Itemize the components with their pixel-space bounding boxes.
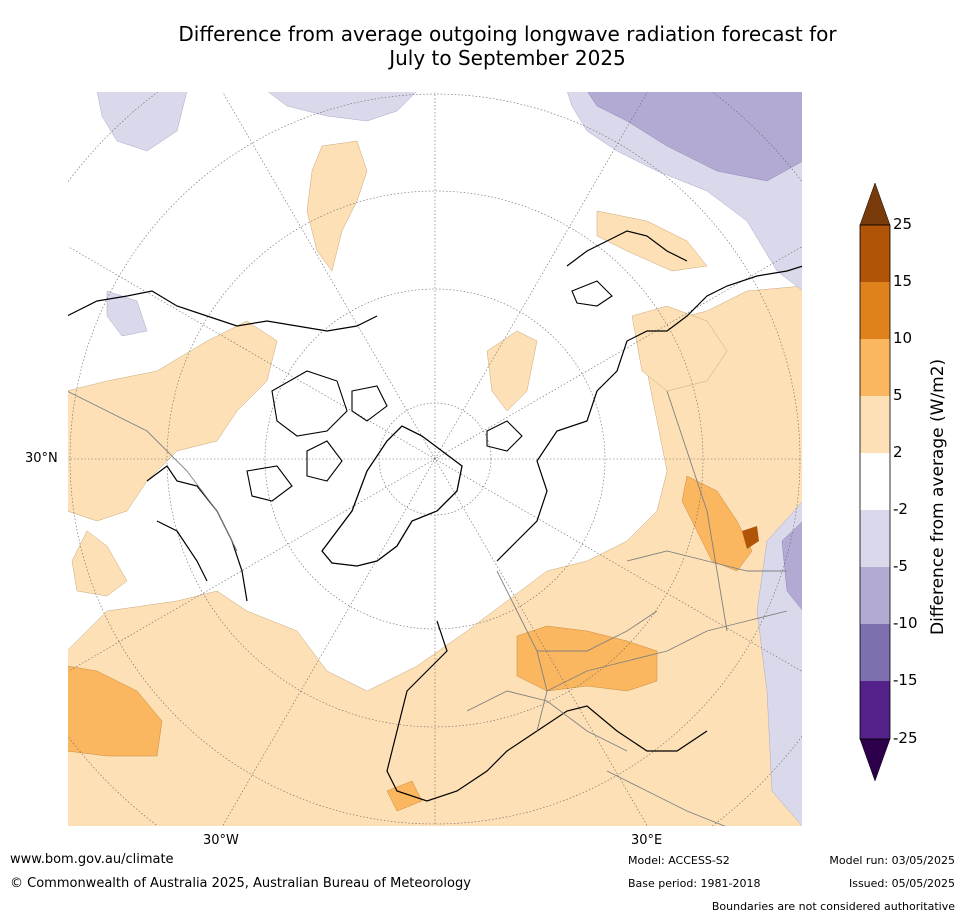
footer-copyright: © Commonwealth of Australia 2025, Austra…	[10, 876, 471, 891]
colorbar-outline	[859, 224, 891, 740]
colorbar-tick: 2	[893, 443, 903, 461]
colorbar-swatch-5-10	[860, 339, 890, 396]
colorbar-swatch-15-25	[860, 225, 890, 282]
footer-base-period: Base period: 1981-2018	[628, 877, 761, 890]
colorbar-swatch-minus-25-minus-15	[860, 681, 890, 739]
title-line-1: Difference from average outgoing longwav…	[178, 22, 837, 46]
polar-map	[67, 91, 803, 827]
colorbar-tick: -5	[893, 557, 908, 575]
eurasia-coastline	[386, 230, 803, 802]
colorbar-tick: -2	[893, 500, 908, 518]
colorbar-tick: 10	[893, 329, 913, 347]
colorbar-tick: 5	[893, 386, 903, 404]
lat-label-30n: 30°N	[25, 451, 58, 466]
graticule	[67, 91, 803, 827]
colorbar-swatch-minus-15-minus-10	[860, 624, 890, 681]
footer-model-run: Model run: 03/05/2025	[829, 854, 955, 867]
title-line-2: July to September 2025	[389, 46, 626, 70]
colorbar-tick: -25	[893, 729, 918, 747]
footer-url: www.bom.gov.au/climate	[10, 852, 174, 867]
map-title: Difference from average outgoing longwav…	[90, 22, 925, 70]
colorbar-swatch-10-15	[860, 282, 890, 339]
colorbar-tick: 25	[893, 215, 913, 233]
lon-label-30w: 30°W	[203, 833, 239, 848]
colorbar-swatches	[859, 182, 891, 782]
lon-label-30e: 30°E	[631, 833, 663, 848]
colorbar-under-arrow	[859, 738, 891, 782]
north-america-coastline	[67, 290, 378, 602]
colorbar-over-arrow	[859, 182, 891, 226]
map-canvas	[67, 91, 803, 827]
greenland-coastline	[321, 425, 463, 567]
colorbar-swatch-neutral	[860, 453, 890, 510]
anomaly-minus-10-minus-5	[586, 91, 803, 612]
footer-disclaimer: Boundaries are not considered authoritat…	[711, 900, 955, 913]
anomaly-2-5	[67, 140, 803, 827]
colorbar-tick: -10	[893, 614, 918, 632]
anomaly-15-25	[742, 526, 759, 549]
colorbar-tick: 15	[893, 272, 913, 290]
footer-issued: Issued: 05/05/2025	[848, 877, 955, 890]
colorbar-swatch-minus-10-minus-5	[860, 567, 890, 624]
colorbar-swatch-minus-5-minus-2	[860, 510, 890, 567]
map-frame	[67, 91, 803, 827]
colorbar-tick: -15	[893, 671, 918, 689]
colorbar-swatch-2-5	[860, 396, 890, 453]
arctic-islands	[246, 280, 613, 502]
country-borders	[67, 390, 788, 827]
colorbar: 25 15 10 5 2 -2 -5 -10 -15 -25	[855, 180, 965, 790]
colorbar-title: Difference from average (W/m2)	[928, 358, 948, 635]
footer-model: Model: ACCESS-S2	[628, 854, 730, 867]
